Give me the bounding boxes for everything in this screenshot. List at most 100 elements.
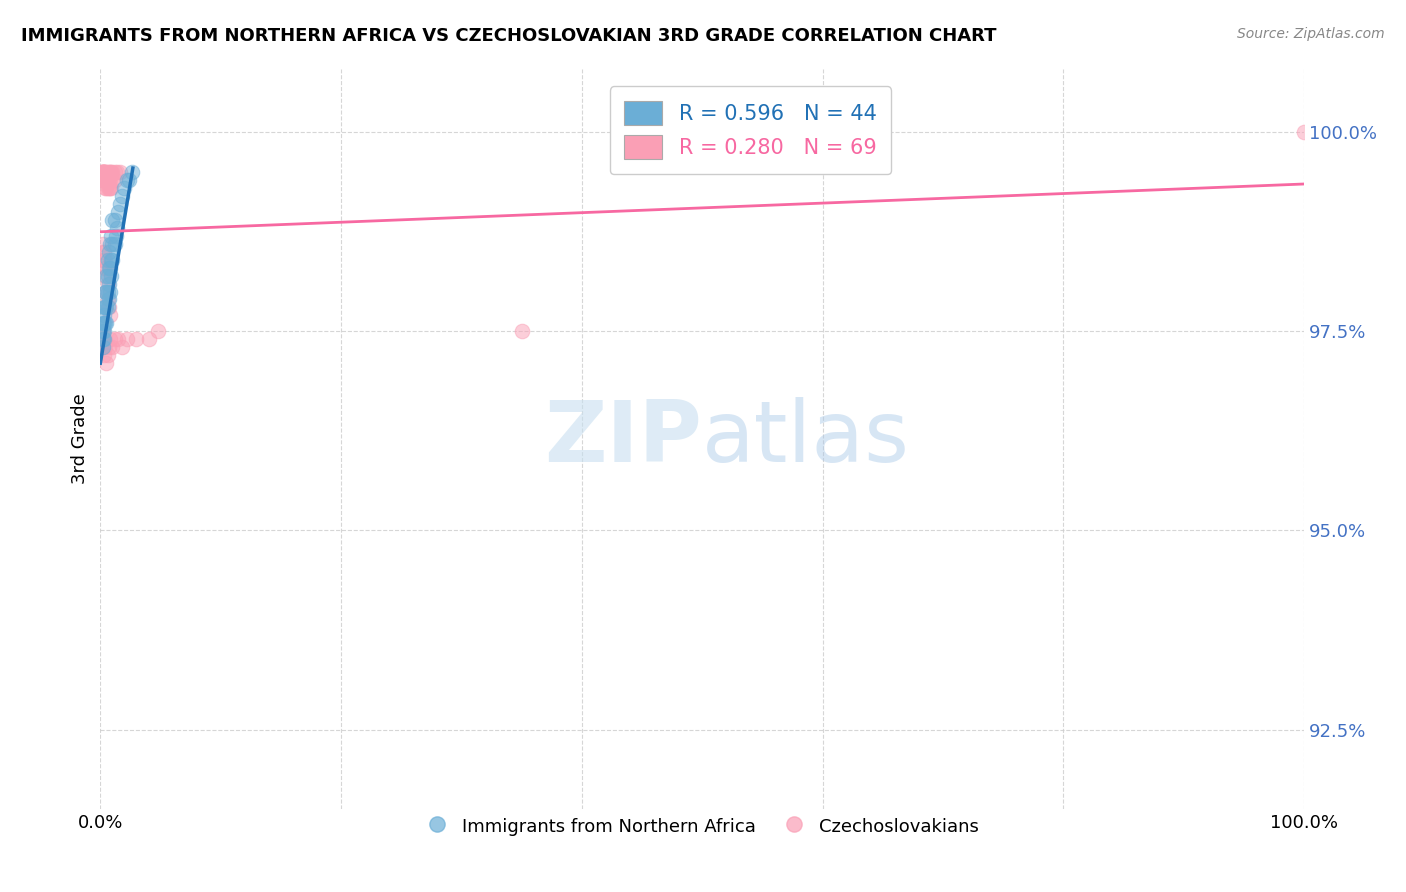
Point	[93, 260, 115, 275]
Point	[100, 268, 122, 283]
Point	[96, 317, 118, 331]
Point	[100, 181, 122, 195]
Point	[90, 165, 112, 179]
Point	[93, 309, 115, 323]
Point	[97, 340, 120, 354]
Point	[100, 252, 122, 267]
Point	[93, 317, 115, 331]
Point	[98, 332, 121, 346]
Point	[94, 165, 117, 179]
Point	[104, 236, 127, 251]
Point	[97, 173, 120, 187]
Point	[101, 173, 124, 187]
Text: Source: ZipAtlas.com: Source: ZipAtlas.com	[1237, 27, 1385, 41]
Point	[98, 181, 121, 195]
Point	[91, 252, 114, 267]
Point	[97, 268, 120, 283]
Point	[91, 340, 114, 354]
Point	[121, 165, 143, 179]
Point	[97, 260, 120, 275]
Point	[138, 332, 160, 346]
Point	[101, 236, 124, 251]
Point	[91, 332, 114, 346]
Point	[91, 317, 114, 331]
Text: IMMIGRANTS FROM NORTHERN AFRICA VS CZECHOSLOVAKIAN 3RD GRADE CORRELATION CHART: IMMIGRANTS FROM NORTHERN AFRICA VS CZECH…	[21, 27, 997, 45]
Point	[96, 356, 118, 370]
Point	[111, 189, 134, 203]
Point	[90, 173, 112, 187]
Point	[94, 181, 117, 195]
Point	[93, 244, 115, 259]
Point	[90, 165, 112, 179]
Point	[105, 165, 128, 179]
Point	[107, 332, 129, 346]
Point	[94, 268, 117, 283]
Point	[97, 165, 120, 179]
Point	[91, 165, 114, 179]
Point	[93, 332, 115, 346]
Point	[93, 332, 115, 346]
Point	[98, 260, 121, 275]
Point	[104, 165, 127, 179]
Point	[93, 165, 115, 179]
Point	[111, 340, 134, 354]
Point	[94, 173, 117, 187]
Legend: Immigrants from Northern Africa, Czechoslovakians: Immigrants from Northern Africa, Czechos…	[416, 807, 988, 845]
Point	[101, 165, 124, 179]
Point	[118, 173, 141, 187]
Point	[97, 181, 120, 195]
Point	[105, 228, 128, 243]
Point	[98, 173, 121, 187]
Point	[1294, 125, 1316, 139]
Point	[98, 285, 121, 299]
Point	[94, 252, 117, 267]
Point	[91, 340, 114, 354]
Point	[91, 324, 114, 338]
Point	[93, 348, 115, 362]
Point	[91, 165, 114, 179]
Point	[97, 293, 120, 307]
Point	[104, 212, 127, 227]
Y-axis label: 3rd Grade: 3rd Grade	[72, 393, 89, 484]
Point	[98, 236, 121, 251]
Point	[510, 324, 533, 338]
Point	[94, 285, 117, 299]
Point	[96, 173, 118, 187]
Point	[97, 285, 120, 299]
Point	[90, 332, 112, 346]
Point	[90, 165, 112, 179]
Point	[91, 324, 114, 338]
Point	[94, 317, 117, 331]
Point	[100, 228, 122, 243]
Text: ZIP: ZIP	[544, 397, 702, 480]
Point	[91, 236, 114, 251]
Point	[107, 205, 129, 219]
Point	[101, 212, 124, 227]
Point	[93, 173, 115, 187]
Point	[108, 165, 131, 179]
Point	[97, 301, 120, 315]
Point	[96, 181, 118, 195]
Point	[97, 165, 120, 179]
Point	[104, 332, 127, 346]
Point	[94, 165, 117, 179]
Point	[96, 260, 118, 275]
Point	[94, 340, 117, 354]
Point	[96, 285, 118, 299]
Point	[93, 165, 115, 179]
Point	[97, 173, 120, 187]
Point	[96, 301, 118, 315]
Point	[97, 348, 120, 362]
Point	[98, 165, 121, 179]
Point	[93, 324, 115, 338]
Point	[96, 285, 118, 299]
Point	[90, 244, 112, 259]
Point	[91, 173, 114, 187]
Text: atlas: atlas	[702, 397, 910, 480]
Point	[97, 277, 120, 291]
Point	[97, 277, 120, 291]
Point	[146, 324, 169, 338]
Point	[97, 181, 120, 195]
Point	[108, 197, 131, 211]
Point	[96, 268, 118, 283]
